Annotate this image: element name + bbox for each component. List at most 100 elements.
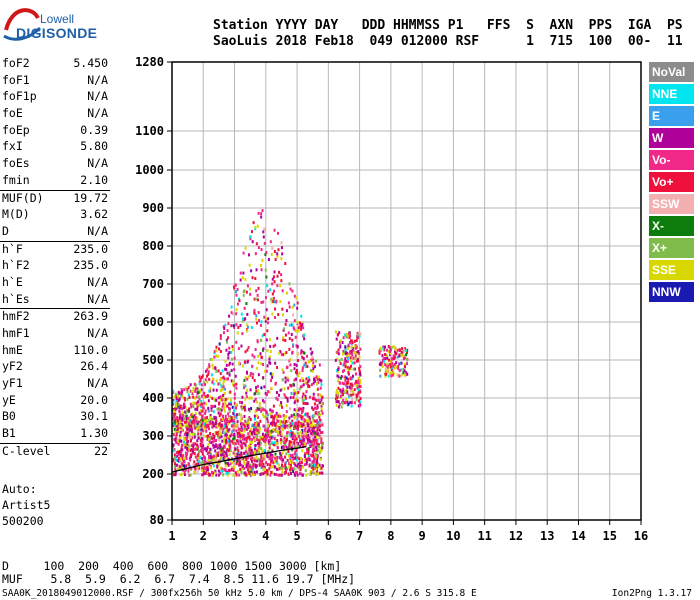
echo-point: [202, 461, 205, 465]
echo-point: [253, 459, 256, 463]
x-tick-label: 11: [477, 529, 491, 543]
echo-point: [189, 435, 192, 439]
echo-point: [216, 407, 219, 411]
echo-point: [213, 471, 216, 475]
echo-point: [194, 423, 197, 427]
echo-point: [348, 385, 351, 389]
echo-point: [188, 395, 191, 399]
echo-point: [245, 290, 248, 294]
echo-point: [317, 448, 320, 452]
param-name: hmE: [2, 342, 23, 357]
echo-point: [295, 344, 298, 348]
echo-point: [242, 293, 245, 297]
echo-point: [396, 355, 399, 359]
echo-point: [212, 410, 215, 414]
echo-point: [302, 440, 305, 444]
plot-frame: [171, 61, 642, 521]
echo-point: [338, 331, 341, 335]
echo-point: [353, 388, 356, 392]
param-value: N/A: [87, 326, 108, 340]
echo-point: [257, 415, 260, 419]
echo-point: [300, 314, 303, 318]
echo-point: [232, 411, 235, 415]
echo-point: [231, 345, 234, 349]
echo-point: [334, 358, 337, 362]
echo-point: [340, 375, 343, 379]
echo-point: [228, 363, 231, 367]
echo-point: [285, 467, 288, 471]
echo-point: [398, 374, 401, 378]
echo-point: [199, 442, 202, 446]
echo-point: [223, 437, 226, 441]
echo-point: [222, 425, 225, 429]
echo-point: [216, 453, 219, 457]
echo-point: [207, 406, 210, 410]
echo-point: [305, 419, 308, 423]
echo-point: [201, 414, 204, 418]
echo-point: [295, 370, 298, 374]
echo-point: [225, 441, 228, 445]
echo-point: [285, 291, 288, 295]
echo-point: [304, 396, 307, 400]
echo-point: [292, 326, 295, 330]
echo-point: [206, 451, 209, 455]
echo-point: [300, 461, 303, 465]
echo-point: [266, 417, 269, 421]
echo-point: [256, 384, 259, 388]
echo-point: [355, 381, 358, 385]
echo-point: [260, 472, 263, 476]
echo-point: [200, 473, 203, 477]
echo-point: [286, 397, 289, 401]
echo-point: [302, 396, 305, 400]
echo-point: [172, 422, 175, 426]
echo-point: [197, 449, 200, 453]
echo-point: [337, 367, 340, 371]
echo-point: [336, 388, 339, 392]
echo-point: [224, 323, 227, 327]
echo-point: [283, 441, 286, 445]
echo-point: [284, 419, 287, 423]
echo-point: [243, 306, 246, 310]
echo-point: [288, 407, 291, 411]
echo-point: [202, 472, 205, 476]
param-row: foE N/A: [0, 106, 112, 123]
echo-point: [188, 421, 191, 425]
echo-point: [262, 376, 265, 380]
echo-point: [349, 356, 352, 360]
echo-point: [288, 305, 291, 309]
echo-point: [181, 407, 184, 411]
echo-point: [389, 365, 392, 369]
echo-point: [296, 427, 299, 431]
echo-point: [359, 385, 362, 389]
echo-point: [224, 461, 227, 465]
echo-point: [275, 396, 278, 400]
echo-point: [312, 432, 315, 436]
echo-point: [180, 404, 183, 408]
param-name: hmF1: [2, 326, 30, 340]
echo-point: [276, 284, 279, 288]
echo-point: [386, 370, 389, 374]
echo-point: [211, 380, 214, 384]
echo-point: [292, 343, 295, 347]
echo-point: [189, 419, 192, 423]
echo-point: [179, 457, 182, 461]
echo-point: [203, 422, 206, 426]
echo-point: [228, 402, 231, 406]
echo-point: [267, 390, 270, 394]
echo-point: [288, 439, 291, 443]
echo-point: [313, 449, 316, 453]
echo-point: [316, 472, 319, 476]
echo-point: [242, 433, 245, 437]
echo-point: [389, 348, 392, 352]
echo-point: [261, 458, 264, 462]
x-tick-label: 6: [325, 529, 332, 543]
echo-point: [288, 465, 291, 469]
echo-point: [303, 351, 306, 355]
echo-point: [258, 431, 261, 435]
echo-point: [295, 368, 298, 372]
echo-point: [264, 415, 267, 419]
echo-point: [239, 271, 242, 275]
echo-point: [321, 464, 324, 468]
echo-point: [185, 410, 188, 414]
echo-point: [304, 458, 307, 462]
